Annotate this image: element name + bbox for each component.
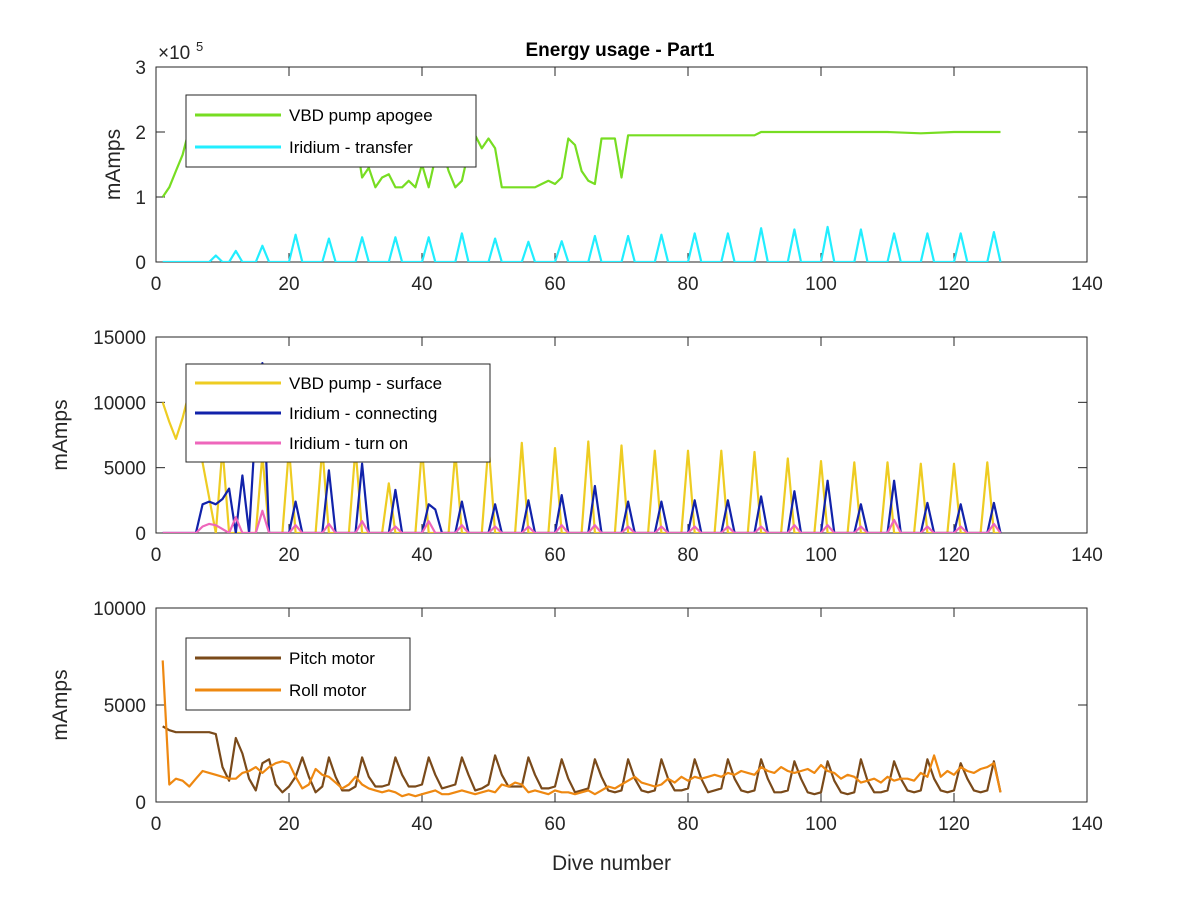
x-tick-label: 140 bbox=[1071, 545, 1103, 566]
series-line-iridium-transfer bbox=[162, 225, 1002, 262]
figure-title: Energy usage - Part1 bbox=[525, 40, 714, 61]
y-tick-label: 10000 bbox=[93, 599, 146, 620]
y-axis-label: mAmps bbox=[49, 399, 72, 470]
legend-label: Pitch motor bbox=[289, 649, 375, 668]
y-tick-label: 0 bbox=[135, 793, 146, 814]
x-tick-label: 120 bbox=[938, 274, 970, 295]
y-tick-label: 2 bbox=[135, 123, 146, 144]
x-tick-label: 20 bbox=[278, 814, 299, 835]
legend-box bbox=[185, 637, 411, 711]
x-tick-label: 40 bbox=[411, 814, 432, 835]
x-tick-label: 0 bbox=[151, 814, 162, 835]
x-tick-label: 60 bbox=[544, 545, 565, 566]
x-tick-label: 140 bbox=[1071, 274, 1103, 295]
y-tick-label: 10000 bbox=[93, 393, 146, 414]
series-line-iridium-connecting bbox=[162, 362, 1002, 533]
legend-label: VBD pump - surface bbox=[289, 374, 442, 393]
legend-label: Iridium - turn on bbox=[289, 434, 408, 453]
subplot-3: 0 20 40 60 80 100 120 140 0 5000 10000 mAmps Dive nu… bbox=[49, 599, 1103, 875]
subplot-1: 0 20 40 60 80 100 120 140 0 1 2 3 ×10 5 mAmps VBD pump … bbox=[102, 39, 1103, 295]
y-tick-label: 1 bbox=[135, 188, 146, 209]
legend: VBD pump - surface Iridium - connecting Ir… bbox=[185, 363, 491, 463]
x-tick-label: 100 bbox=[805, 545, 837, 566]
x-tick-label: 100 bbox=[805, 814, 837, 835]
x-tick-label: 140 bbox=[1071, 814, 1103, 835]
y-axis-label: mAmps bbox=[49, 669, 72, 740]
x-tick-label: 20 bbox=[278, 545, 299, 566]
x-tick-label: 100 bbox=[805, 274, 837, 295]
subplot-2: 0 20 40 60 80 100 120 140 0 5000 10000 15000 mAmps VB… bbox=[49, 328, 1103, 566]
y-tick-label: 5000 bbox=[104, 459, 146, 480]
y-exponent-power: 5 bbox=[196, 39, 203, 54]
legend-label: Roll motor bbox=[289, 681, 367, 700]
series-line-pitch-motor bbox=[162, 725, 1002, 796]
x-tick-label: 80 bbox=[677, 274, 698, 295]
y-tick-label: 3 bbox=[135, 58, 146, 79]
legend-label: Iridium - transfer bbox=[289, 138, 413, 157]
legend-label: VBD pump apogee bbox=[289, 106, 433, 125]
y-tick-label: 15000 bbox=[93, 328, 146, 349]
axes-root: 0 20 40 60 80 100 120 140 0 1 2 3 ×10 5 mAmps VBD pump … bbox=[49, 39, 1103, 875]
x-tick-label: 40 bbox=[411, 274, 432, 295]
x-tick-label: 120 bbox=[938, 545, 970, 566]
series-line-vbd-pump-surface bbox=[161, 390, 1001, 533]
x-tick-label: 60 bbox=[544, 274, 565, 295]
x-tick-label: 40 bbox=[411, 545, 432, 566]
legend: Pitch motor Roll motor bbox=[185, 637, 411, 711]
y-axis-label: mAmps bbox=[102, 129, 125, 200]
x-tick-label: 20 bbox=[278, 274, 299, 295]
x-tick-label: 0 bbox=[151, 545, 162, 566]
x-tick-label: 80 bbox=[677, 545, 698, 566]
y-tick-label: 0 bbox=[135, 253, 146, 274]
series-line-iridium-turn-on bbox=[162, 509, 1002, 533]
series-line-vbd-pump-apogee bbox=[161, 127, 1001, 198]
x-tick-label: 80 bbox=[677, 814, 698, 835]
y-tick-label: 0 bbox=[135, 524, 146, 545]
x-tick-label: 0 bbox=[151, 274, 162, 295]
y-exponent-label: ×10 bbox=[158, 43, 190, 64]
legend-box bbox=[185, 94, 477, 168]
x-axis-label: Dive number bbox=[552, 852, 671, 875]
x-tick-label: 120 bbox=[938, 814, 970, 835]
legend-label: Iridium - connecting bbox=[289, 404, 437, 423]
x-tick-label: 60 bbox=[544, 814, 565, 835]
y-tick-label: 5000 bbox=[104, 696, 146, 717]
series-line-roll-motor bbox=[161, 660, 1002, 798]
legend: VBD pump apogee Iridium - transfer bbox=[185, 94, 477, 168]
